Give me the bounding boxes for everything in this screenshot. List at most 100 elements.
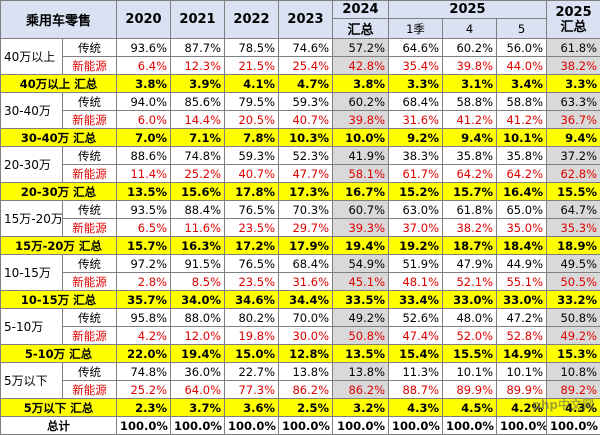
value-cell: 50.8%	[547, 309, 600, 327]
total-value: 100.0%	[497, 417, 547, 435]
nev-label: 新能源	[63, 381, 117, 399]
value-cell: 38.2%	[443, 219, 497, 237]
year-header-2024-sub: 汇总	[333, 19, 389, 39]
value-cell: 11.4%	[117, 165, 171, 183]
value-cell: 19.8%	[225, 327, 279, 345]
watermark: php中文网	[532, 396, 594, 413]
summary-value: 15.2%	[389, 183, 443, 201]
value-cell: 36.0%	[171, 363, 225, 381]
ice-label: 传统	[63, 201, 117, 219]
value-cell: 22.7%	[225, 363, 279, 381]
value-cell: 60.7%	[333, 201, 389, 219]
summary-label: 40万以上 汇总	[1, 75, 117, 93]
value-cell: 88.7%	[389, 381, 443, 399]
col-header-m4: 4	[443, 19, 497, 39]
summary-value: 18.4%	[497, 237, 547, 255]
value-cell: 50.8%	[333, 327, 389, 345]
summary-value: 9.4%	[443, 129, 497, 147]
value-cell: 68.4%	[389, 93, 443, 111]
total-value: 100.0%	[171, 417, 225, 435]
summary-value: 15.3%	[547, 345, 600, 363]
value-cell: 35.4%	[389, 57, 443, 75]
summary-value: 33.5%	[333, 291, 389, 309]
summary-value: 17.2%	[225, 237, 279, 255]
value-cell: 40.7%	[225, 165, 279, 183]
value-cell: 68.4%	[279, 255, 333, 273]
total-value: 100.0%	[443, 417, 497, 435]
value-cell: 74.8%	[117, 363, 171, 381]
value-cell: 29.7%	[279, 219, 333, 237]
value-cell: 80.2%	[225, 309, 279, 327]
summary-value: 33.0%	[443, 291, 497, 309]
value-cell: 60.2%	[443, 39, 497, 57]
summary-label: 15万-20万 汇总	[1, 237, 117, 255]
value-cell: 61.7%	[389, 165, 443, 183]
year-header-2025-total: 2025 汇总	[547, 1, 600, 39]
segment-label: 40万以上	[1, 39, 63, 75]
segment-label: 5-10万	[1, 309, 63, 345]
value-cell: 74.6%	[279, 39, 333, 57]
value-cell: 41.9%	[333, 147, 389, 165]
value-cell: 38.3%	[389, 147, 443, 165]
summary-value: 3.1%	[443, 75, 497, 93]
ice-label: 传统	[63, 363, 117, 381]
value-cell: 64.0%	[171, 381, 225, 399]
value-cell: 93.6%	[117, 39, 171, 57]
summary-value: 34.4%	[279, 291, 333, 309]
total-label: 总计	[1, 417, 117, 435]
summary-value: 4.5%	[443, 399, 497, 417]
value-cell: 55.1%	[497, 273, 547, 291]
summary-value: 15.6%	[171, 183, 225, 201]
nev-label: 新能源	[63, 273, 117, 291]
value-cell: 74.8%	[171, 147, 225, 165]
value-cell: 52.0%	[443, 327, 497, 345]
value-cell: 14.4%	[171, 111, 225, 129]
summary-value: 4.7%	[279, 75, 333, 93]
summary-label: 5-10万 汇总	[1, 345, 117, 363]
summary-value: 18.7%	[443, 237, 497, 255]
value-cell: 25.2%	[171, 165, 225, 183]
nev-label: 新能源	[63, 219, 117, 237]
total-value: 100.0%	[117, 417, 171, 435]
summary-value: 19.4%	[171, 345, 225, 363]
value-cell: 70.3%	[279, 201, 333, 219]
total-value: 100.0%	[333, 417, 389, 435]
summary-value: 19.4%	[333, 237, 389, 255]
value-cell: 64.7%	[547, 201, 600, 219]
value-cell: 31.6%	[279, 273, 333, 291]
col-header-m5: 5	[497, 19, 547, 39]
value-cell: 70.0%	[279, 309, 333, 327]
summary-value: 10.1%	[497, 129, 547, 147]
summary-value: 9.4%	[547, 129, 600, 147]
value-cell: 47.9%	[443, 255, 497, 273]
summary-value: 3.9%	[171, 75, 225, 93]
value-cell: 52.3%	[279, 147, 333, 165]
value-cell: 6.5%	[117, 219, 171, 237]
segment-label: 15万-20万	[1, 201, 63, 237]
summary-value: 7.0%	[117, 129, 171, 147]
value-cell: 94.0%	[117, 93, 171, 111]
value-cell: 44.0%	[497, 57, 547, 75]
year-header-2022: 2022	[225, 1, 279, 39]
summary-value: 15.7%	[443, 183, 497, 201]
value-cell: 12.3%	[171, 57, 225, 75]
year-header-2020: 2020	[117, 1, 171, 39]
value-cell: 60.2%	[333, 93, 389, 111]
summary-value: 16.4%	[497, 183, 547, 201]
summary-value: 22.0%	[117, 345, 171, 363]
segment-label: 5万以下	[1, 363, 63, 399]
value-cell: 85.6%	[171, 93, 225, 111]
ice-label: 传统	[63, 255, 117, 273]
summary-value: 4.3%	[389, 399, 443, 417]
value-cell: 58.8%	[443, 93, 497, 111]
value-cell: 49.2%	[547, 327, 600, 345]
value-cell: 47.7%	[279, 165, 333, 183]
